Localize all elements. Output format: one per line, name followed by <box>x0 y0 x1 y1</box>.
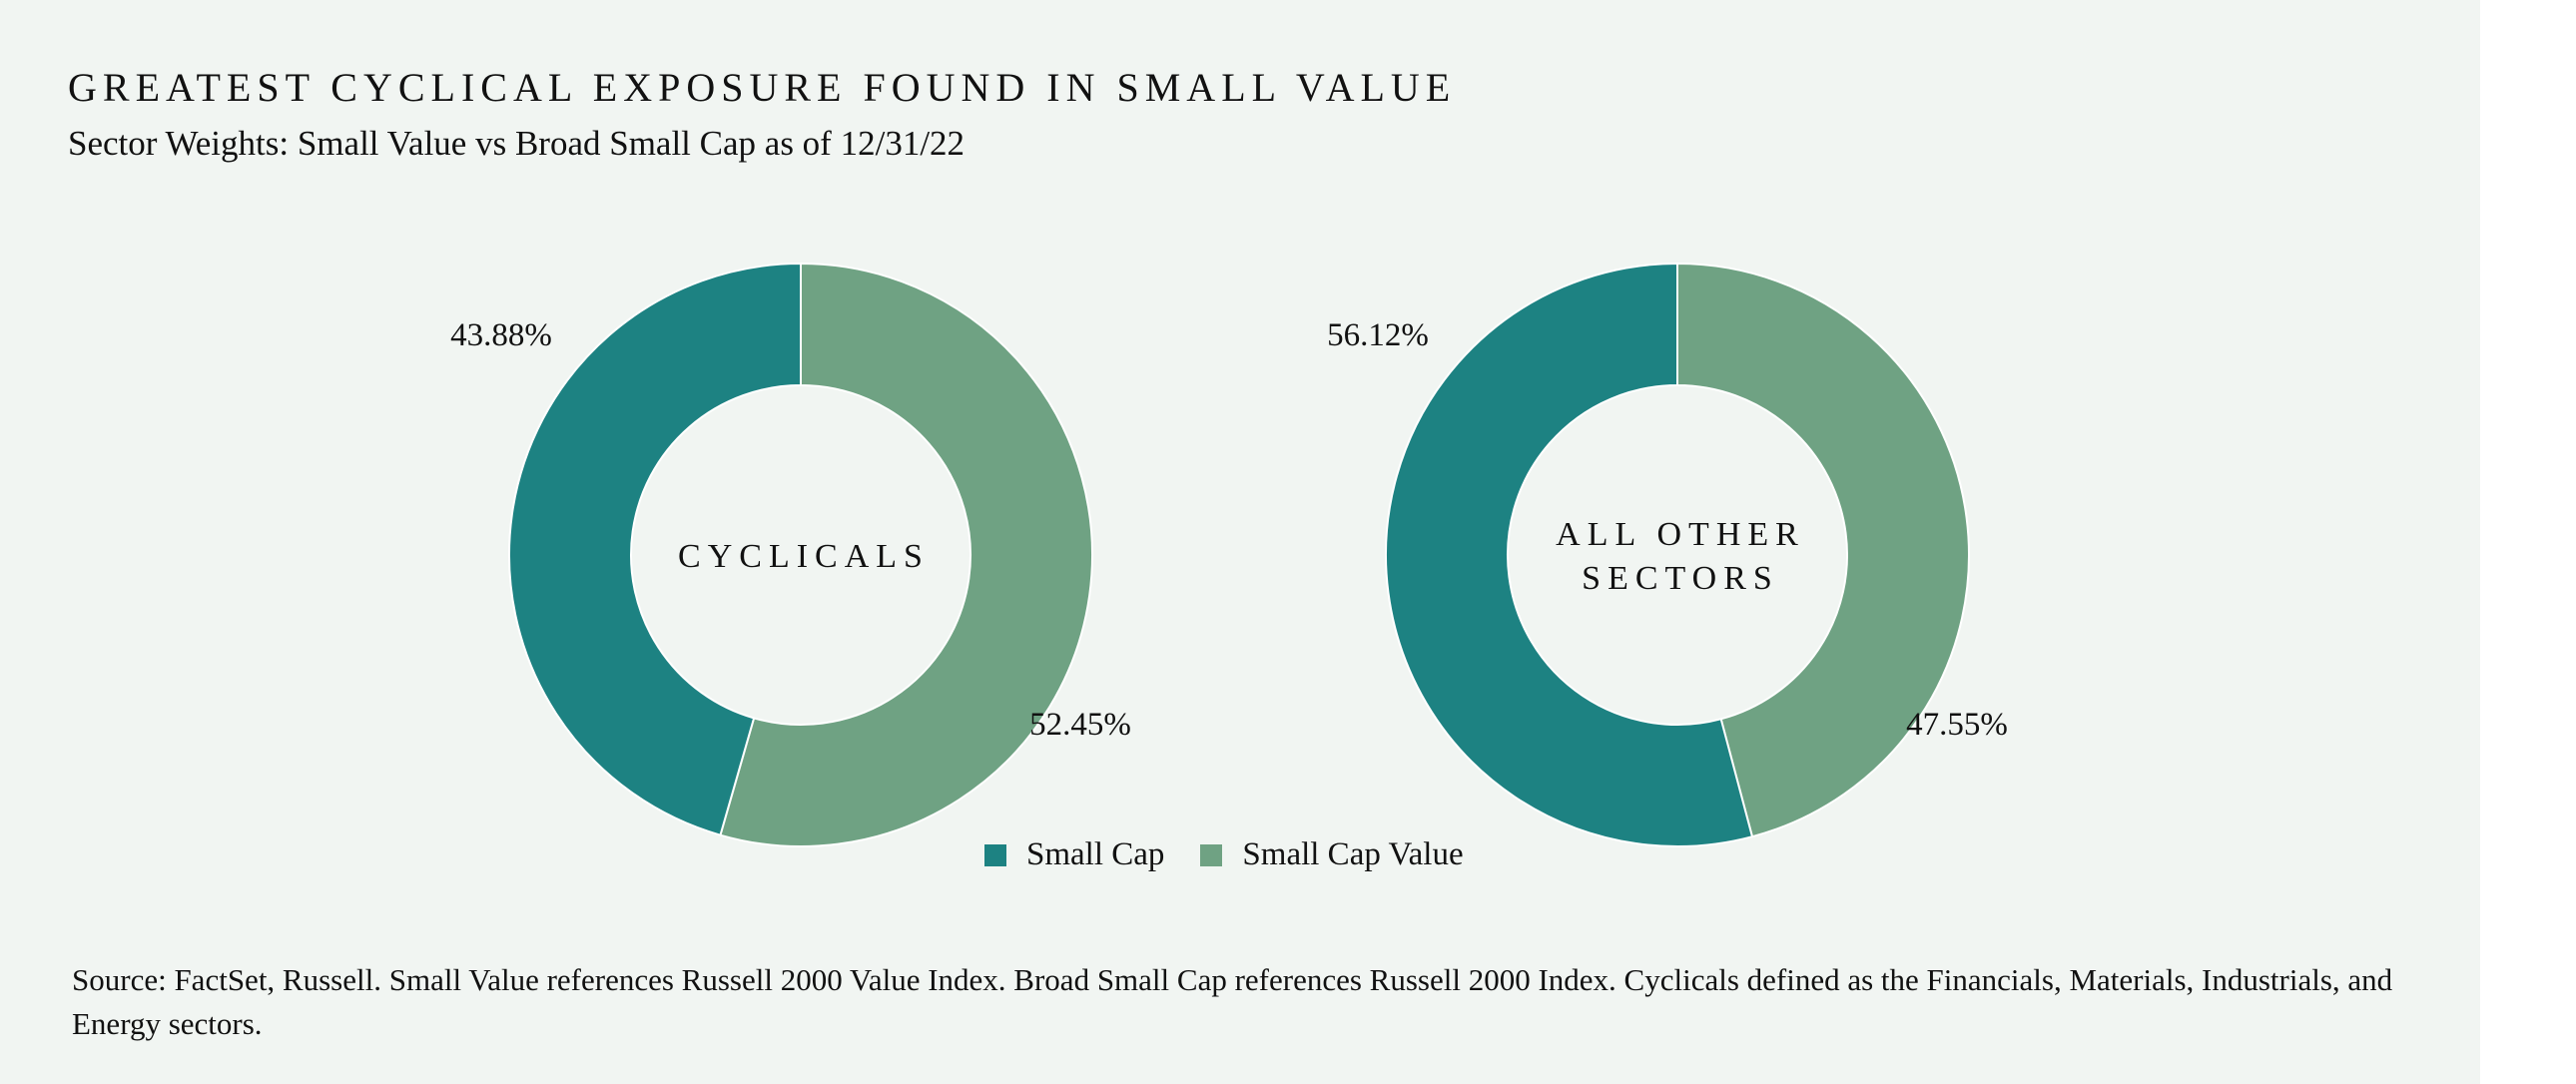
chart-title: GREATEST CYCLICAL EXPOSURE FOUND IN SMAL… <box>68 65 1457 110</box>
data-label-small-cap-value: 52.45% <box>1029 707 1131 743</box>
source-note: Source: FactSet, Russell. Small Value re… <box>72 962 2393 1041</box>
slice-small-cap <box>1385 262 1754 847</box>
donut-chart-1: 43.88% 52.45% CYCLICALS <box>450 262 1131 847</box>
legend-item-small-cap-value: Small Cap Value <box>1200 836 1464 873</box>
legend-label-small-cap: Small Cap <box>1026 836 1165 872</box>
data-label-small-cap-value: 47.55% <box>1906 707 2008 743</box>
legend: Small Cap Small Cap Value <box>984 836 1500 873</box>
legend-item-small-cap: Small Cap <box>984 836 1164 873</box>
chart-panel <box>0 0 2480 1084</box>
data-label-small-cap: 56.12% <box>1327 317 1429 353</box>
chart-subtitle: Sector Weights: Small Value vs Broad Sma… <box>68 124 966 163</box>
legend-label-small-cap-value: Small Cap Value <box>1242 836 1464 872</box>
donut-charts: 43.88% 52.45% CYCLICALS 56.12% 47.55% ALL OTH… <box>450 262 2008 847</box>
data-label-small-cap: 43.88% <box>450 317 552 353</box>
legend-swatch-small-cap <box>984 843 1006 866</box>
slice-small-cap-value <box>719 262 1093 847</box>
center-label: ALL OTHER <box>1556 516 1805 553</box>
center-label: SECTORS <box>1582 560 1779 597</box>
slice-small-cap-value <box>1676 262 1970 838</box>
center-label: CYCLICALS <box>678 538 930 575</box>
slice-small-cap <box>508 262 802 836</box>
legend-swatch-small-cap-value <box>1200 843 1223 866</box>
donut-chart-2: 56.12% 47.55% ALL OTHER SECTORS <box>1327 262 2008 847</box>
